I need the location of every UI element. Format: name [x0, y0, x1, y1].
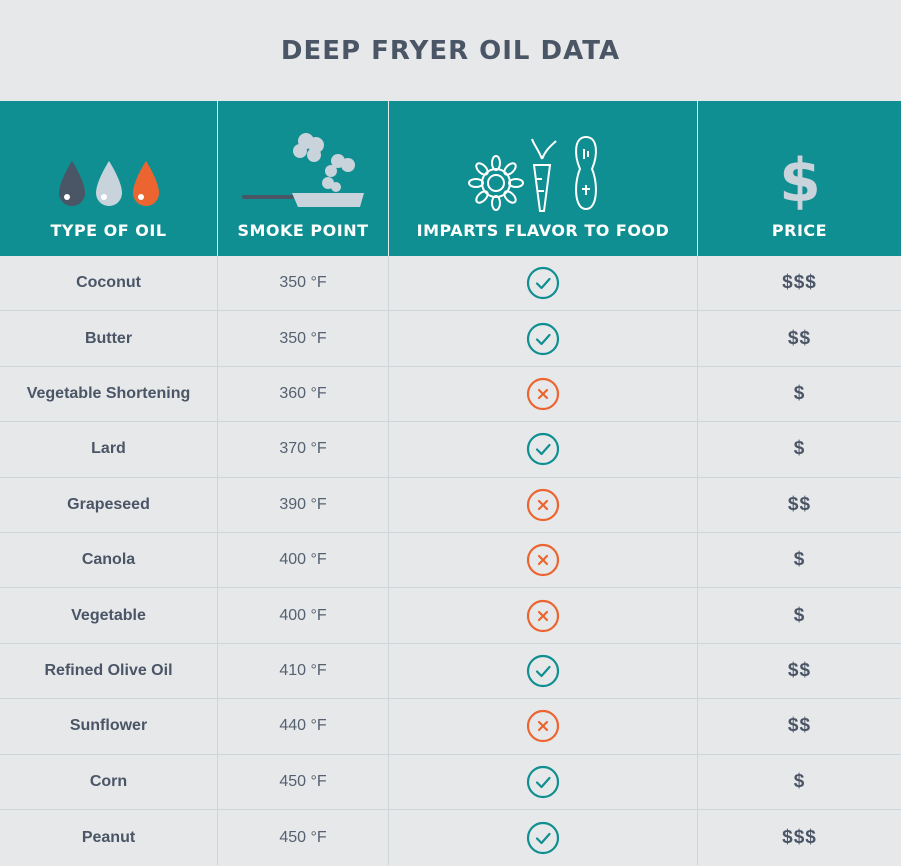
oil-name: Grapeseed [0, 477, 218, 532]
smoke-point-value: 350 °F [218, 311, 389, 366]
oil-name: Peanut [0, 809, 218, 866]
table-row: Lard 370 °F $ [0, 422, 901, 478]
table-row: Peanut 450 °F $$$ [0, 809, 901, 866]
smoke-point-value: 440 °F [218, 699, 389, 754]
check-icon [389, 809, 698, 866]
price-value: $$ [787, 327, 812, 349]
table-row: Coconut 350 °F $$$ [0, 256, 901, 312]
header-label: TYPE OF OIL [50, 221, 167, 240]
price-value: $$$ [782, 826, 817, 848]
oil-name: Vegetable [0, 588, 218, 643]
header-label: SMOKE POINT [237, 221, 369, 240]
oil-name: Lard [0, 422, 218, 477]
price-value: $$ [787, 715, 812, 737]
smoke-point-value: 400 °F [218, 532, 389, 588]
cross-icon [389, 532, 698, 588]
table-row: Grapeseed 390 °F $$ [0, 477, 901, 533]
cross-icon [389, 588, 698, 643]
price-value: $$ [787, 493, 812, 515]
oil-name: Corn [0, 754, 218, 809]
table-row: Sunflower 440 °F $$ [0, 699, 901, 755]
price-value: $$$ [782, 272, 817, 294]
check-icon [389, 754, 698, 809]
cross-icon [389, 366, 698, 422]
flower-carrot-peanut-icon [389, 123, 697, 213]
page-title: DEEP FRYER OIL DATA [280, 35, 621, 66]
oil-name: Coconut [0, 256, 218, 311]
header-label: PRICE [771, 221, 828, 240]
smoke-point-value: 390 °F [218, 477, 389, 532]
check-icon [389, 256, 698, 311]
smoke-point-value: 450 °F [218, 809, 389, 866]
cross-icon [389, 477, 698, 532]
title-bar: DEEP FRYER OIL DATA [0, 0, 901, 101]
oil-name: Refined Olive Oil [0, 643, 218, 699]
oil-name: Canola [0, 532, 218, 588]
oil-name: Butter [0, 311, 218, 366]
table-row: Butter 350 °F $$ [0, 311, 901, 367]
header-imparts-flavor: IMPARTS FLAVOR TO FOOD [389, 101, 698, 256]
check-icon [389, 643, 698, 699]
cross-icon [389, 699, 698, 754]
header-label: IMPARTS FLAVOR TO FOOD [416, 221, 670, 240]
oil-drops-icon [0, 123, 217, 213]
price-value: $ [793, 549, 806, 571]
price-value: $ [793, 438, 806, 460]
table-row: Vegetable 400 °F $ [0, 588, 901, 644]
smoke-point-value: 410 °F [218, 643, 389, 699]
smoke-point-value: 370 °F [218, 422, 389, 477]
table-row: Corn 450 °F $ [0, 754, 901, 810]
header-smoke-point: SMOKE POINT [218, 101, 389, 256]
table-row: Vegetable Shortening 360 °F $ [0, 366, 901, 423]
check-icon [389, 422, 698, 477]
frying-pan-smoke-icon [218, 123, 388, 213]
smoke-point-value: 400 °F [218, 588, 389, 643]
smoke-point-value: 360 °F [218, 366, 389, 422]
price-value: $ [793, 382, 806, 404]
table-row: Canola 400 °F $ [0, 532, 901, 589]
smoke-point-value: 350 °F [218, 256, 389, 311]
check-icon [389, 311, 698, 366]
table-body: Coconut 350 °F $$$ Butter 350 °F $$ Vegetable … [0, 256, 901, 866]
dollar-sign-icon: $ [698, 123, 901, 213]
table-header: TYPE OF OIL SMOKE POINT [0, 101, 901, 256]
header-type-of-oil: TYPE OF OIL [0, 101, 218, 256]
price-value: $ [793, 770, 806, 792]
price-value: $$ [787, 659, 812, 681]
table-row: Refined Olive Oil 410 °F $$ [0, 643, 901, 700]
price-value: $ [793, 604, 806, 626]
smoke-point-value: 450 °F [218, 754, 389, 809]
svg-text:$: $ [779, 146, 821, 213]
oil-name: Sunflower [0, 699, 218, 754]
header-price: $ PRICE [698, 101, 901, 256]
oil-name: Vegetable Shortening [0, 366, 218, 422]
